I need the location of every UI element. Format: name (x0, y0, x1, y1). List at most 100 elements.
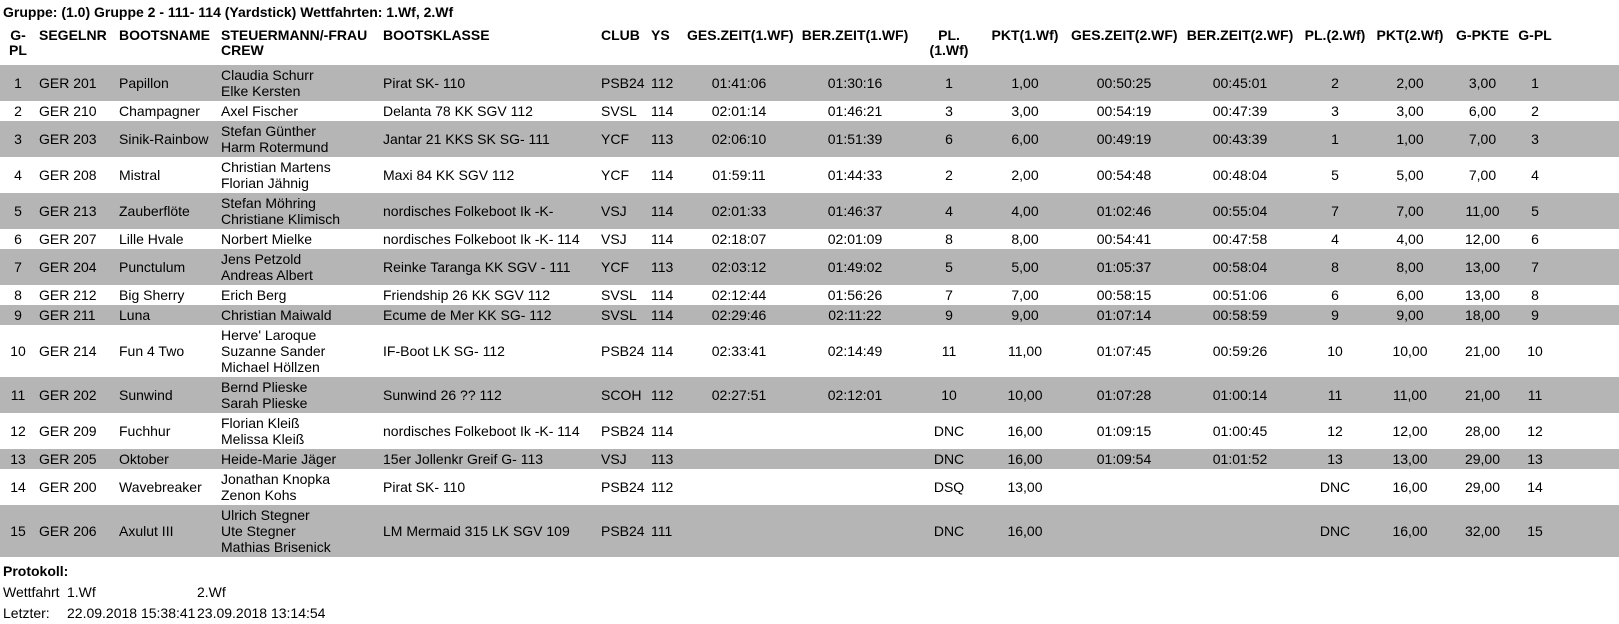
cell-pkt-2wf: 2,00 (1396, 75, 1424, 91)
cell-g-pkte: 28,00 (1464, 423, 1501, 439)
protokoll-section: Protokoll: Wettfahrt 1.Wf 2.Wf Letzter: 22.0… (0, 557, 1619, 624)
cell-pl-1wf: DNC (933, 451, 965, 467)
cell-ges-zeit-2wf (1068, 469, 1180, 505)
cell-ber-zeit-2wf: 01:01:52 (1212, 451, 1268, 467)
table-row: 15 GER 206 Axulut III Ulrich Stegner Ute St… (0, 505, 1619, 557)
cell-ges-zeit-1wf: 02:33:41 (711, 343, 767, 359)
cell-g-pl-right: 11 (1527, 387, 1543, 403)
cell-pkt-1wf: 13,00 (1007, 479, 1043, 495)
cell-pkt-2wf: 10,00 (1392, 343, 1428, 359)
cell-ges-zeit-2wf: 00:49:19 (1096, 131, 1152, 147)
cell-ber-zeit-2wf (1180, 469, 1300, 505)
cell-pkt-2wf: 8,00 (1396, 259, 1424, 275)
cell-g-pl: 4 (14, 167, 22, 183)
header-pl-2wf: PL.(2.Wf) (1304, 27, 1366, 43)
cell-pl-1wf: 8 (945, 231, 953, 247)
cell-pl-2wf: 12 (1327, 423, 1343, 439)
header-segelnr: SEGELNR (39, 27, 107, 43)
cell-bootsklasse: Delanta 78 KK SGV 112 (383, 103, 533, 119)
cell-ges-zeit-1wf: 02:01:33 (711, 203, 767, 219)
cell-bootsname: Fuchhur (119, 423, 171, 439)
cell-g-pl-right: 4 (1531, 167, 1539, 183)
cell-bootsklasse: Pirat SK- 110 (383, 75, 466, 91)
table-header: G-PL SEGELNR BOOTSNAME STEUERMANN/-FRAU CRE… (0, 27, 1619, 65)
header-ber-zeit-1wf: BER.ZEIT(1.WF) (801, 27, 909, 43)
cell-club: VSJ (601, 231, 627, 247)
cell-filler (1555, 249, 1619, 285)
protokoll-row: Letzter: 22.09.2018 15:38:41 23.09.2018 13… (3, 603, 397, 624)
cell-crew: Claudia Schurr Elke Kersten (221, 67, 314, 99)
cell-g-pl-right: 9 (1531, 307, 1539, 323)
cell-pl-1wf: DNC (933, 423, 965, 439)
cell-ges-zeit-2wf: 01:07:28 (1096, 387, 1152, 403)
cell-pl-2wf: 2 (1331, 75, 1339, 91)
cell-segelnr: GER 203 (39, 131, 97, 147)
cell-ber-zeit-2wf: 01:00:14 (1212, 387, 1268, 403)
cell-pl-1wf: 1 (945, 75, 953, 91)
cell-g-pkte: 21,00 (1464, 387, 1501, 403)
cell-g-pl-right: 15 (1527, 523, 1543, 539)
header-pkt-1wf: PKT(1.Wf) (991, 27, 1059, 43)
header-ges-zeit-1wf: GES.ZEIT(1.WF) (687, 27, 794, 43)
cell-bootsname: Oktober (119, 451, 169, 467)
cell-bootsname: Sinik-Rainbow (119, 131, 209, 147)
cell-ber-zeit-2wf: 00:58:04 (1212, 259, 1268, 275)
cell-pl-1wf: DSQ (933, 479, 965, 495)
protokoll-table: Wettfahrt 1.Wf 2.Wf Letzter: 22.09.2018 15:3… (3, 582, 397, 624)
cell-filler (1555, 305, 1619, 325)
cell-ges-zeit-1wf (684, 469, 794, 505)
cell-club: SVSL (601, 103, 637, 119)
cell-filler (1555, 65, 1619, 101)
cell-ges-zeit-1wf (684, 449, 794, 469)
cell-pkt-1wf: 16,00 (1007, 523, 1043, 539)
cell-g-pl-right: 1 (1531, 75, 1539, 91)
header-bootsklasse: BOOTSKLASSE (383, 27, 490, 43)
cell-g-pl: 8 (14, 287, 22, 303)
header-pkt-2wf: PKT(2.Wf) (1376, 27, 1444, 43)
cell-crew: Ulrich Stegner Ute Stegner Mathias Brise… (221, 507, 331, 555)
cell-g-pl: 10 (10, 343, 26, 359)
cell-crew: Christian Maiwald (221, 307, 332, 323)
cell-ber-zeit-2wf (1180, 505, 1300, 557)
cell-g-pl: 6 (14, 231, 22, 247)
cell-bootsname: Papillon (119, 75, 169, 91)
cell-ber-zeit-1wf: 02:01:09 (827, 231, 883, 247)
protokoll-heading: Protokoll: (3, 563, 69, 579)
cell-pkt-2wf: 13,00 (1392, 451, 1428, 467)
header-club: CLUB (601, 27, 640, 43)
cell-club: SCOH (601, 387, 642, 403)
cell-pl-2wf: DNC (1319, 523, 1351, 539)
cell-filler (1555, 377, 1619, 413)
cell-g-pkte: 29,00 (1464, 479, 1501, 495)
cell-g-pl: 9 (14, 307, 22, 323)
cell-segelnr: GER 212 (39, 287, 97, 303)
cell-segelnr: GER 211 (39, 307, 96, 323)
cell-g-pl-right: 12 (1527, 423, 1543, 439)
cell-ges-zeit-2wf: 00:58:15 (1096, 287, 1152, 303)
cell-ges-zeit-1wf: 01:59:11 (712, 167, 766, 183)
table-row: 10 GER 214 Fun 4 Two Herve' Laroque Suzanne… (0, 325, 1619, 377)
cell-bootsklasse: Reinke Taranga KK SGV - 111 (383, 259, 571, 275)
table-body: 1 GER 201 Papillon Claudia Schurr Elke Kers… (0, 65, 1619, 557)
table-row: 8 GER 212 Big Sherry Erich Berg Friendship 2… (0, 285, 1619, 305)
cell-crew: Norbert Mielke (221, 231, 313, 247)
cell-ys: 114 (651, 103, 674, 119)
cell-crew: Stefan Günther Harm Rotermund (221, 123, 329, 155)
cell-ys: 114 (651, 307, 674, 323)
cell-crew: Axel Fischer (221, 103, 299, 119)
table-row: 7 GER 204 Punctulum Jens Petzold Andreas Al… (0, 249, 1619, 285)
cell-ges-zeit-2wf: 01:02:46 (1096, 203, 1152, 219)
cell-pkt-2wf: 11,00 (1393, 387, 1427, 403)
cell-ys: 112 (651, 387, 674, 403)
cell-pl-2wf: 13 (1327, 451, 1343, 467)
cell-g-pkte: 7,00 (1468, 167, 1497, 183)
cell-ges-zeit-1wf: 02:03:12 (711, 259, 767, 275)
cell-ges-zeit-2wf: 00:54:41 (1096, 231, 1152, 247)
cell-filler (1555, 229, 1619, 249)
cell-club: YCF (601, 131, 629, 147)
cell-ges-zeit-1wf: 01:41:06 (711, 75, 767, 91)
cell-ys: 114 (651, 167, 674, 183)
cell-pl-1wf: 4 (945, 203, 953, 219)
cell-crew: Bernd Plieske Sarah Plieske (221, 379, 308, 411)
